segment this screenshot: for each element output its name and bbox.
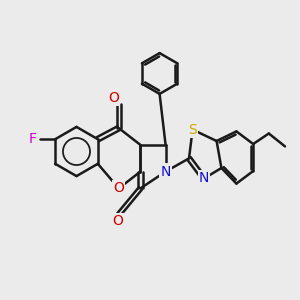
Text: S: S xyxy=(188,123,197,136)
Text: N: N xyxy=(160,165,171,178)
Text: O: O xyxy=(112,214,123,228)
Text: O: O xyxy=(113,182,124,195)
Text: F: F xyxy=(29,132,37,146)
Text: O: O xyxy=(108,91,119,105)
Text: N: N xyxy=(199,172,209,185)
